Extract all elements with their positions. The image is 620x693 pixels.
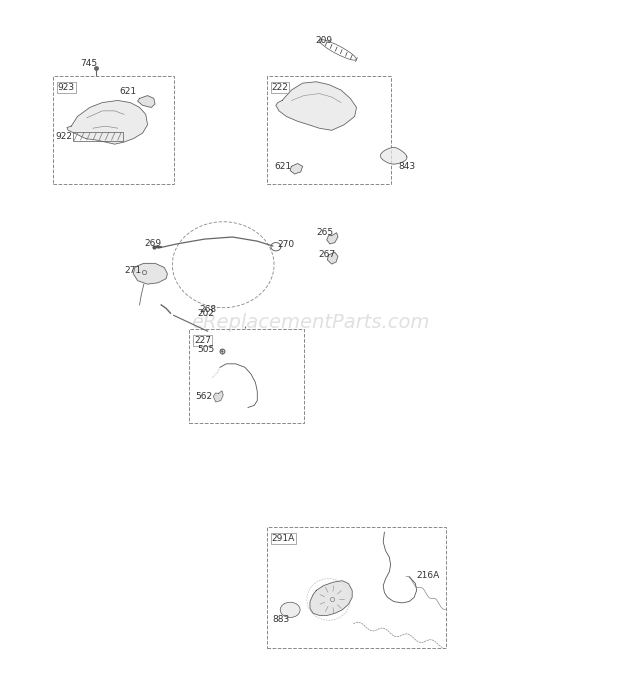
Bar (267, 76, 391, 184)
Polygon shape (327, 252, 338, 264)
Text: 222: 222 (272, 83, 288, 92)
Text: 216A: 216A (417, 571, 440, 579)
Text: 843: 843 (399, 162, 416, 170)
Text: eReplacementParts.com: eReplacementParts.com (191, 313, 429, 332)
Polygon shape (290, 164, 303, 174)
Text: 621: 621 (120, 87, 137, 96)
Text: 265: 265 (316, 228, 334, 236)
Bar (53, 76, 174, 184)
Bar (73, 132, 123, 141)
Polygon shape (213, 391, 223, 402)
Text: 922: 922 (56, 132, 73, 141)
Text: 202: 202 (197, 309, 214, 317)
Text: 267: 267 (319, 250, 336, 258)
Text: 562: 562 (195, 392, 213, 401)
Polygon shape (327, 233, 338, 244)
Bar (189, 329, 304, 423)
Bar (267, 527, 446, 648)
Text: 209: 209 (315, 36, 332, 44)
Text: 227: 227 (194, 336, 211, 345)
Text: 505: 505 (197, 346, 215, 354)
Polygon shape (276, 82, 356, 130)
Text: 268: 268 (200, 306, 217, 314)
Polygon shape (133, 263, 167, 284)
Polygon shape (310, 581, 352, 615)
Text: 270: 270 (278, 240, 295, 249)
Text: 621: 621 (274, 162, 291, 170)
Polygon shape (138, 96, 155, 107)
Text: 291A: 291A (272, 534, 295, 543)
Ellipse shape (280, 602, 300, 617)
Polygon shape (381, 148, 407, 164)
Polygon shape (67, 100, 148, 144)
Text: 745: 745 (81, 60, 98, 68)
Text: 271: 271 (124, 266, 141, 274)
Text: 923: 923 (58, 83, 75, 92)
Text: 883: 883 (273, 615, 290, 624)
Text: 269: 269 (144, 240, 162, 248)
